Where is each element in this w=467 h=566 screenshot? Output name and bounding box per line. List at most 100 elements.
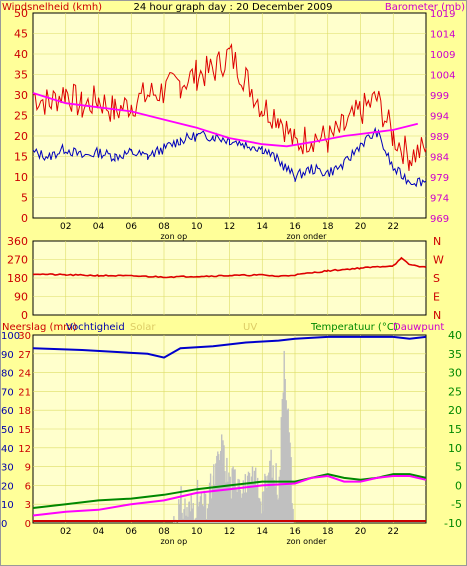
sunrise-label: zon op <box>160 537 187 546</box>
rain-rate-bar <box>186 507 188 523</box>
humidity-tick-label: 60 <box>1 406 14 417</box>
rain-rate-bar <box>249 481 252 523</box>
compass-tick-label: E <box>433 291 440 304</box>
baro-tick-label: 1004 <box>430 71 455 82</box>
rain-tick-label: 18 <box>18 406 31 417</box>
x-tick-label: 12 <box>224 222 235 232</box>
rain-rate-bar <box>198 501 201 523</box>
rain-rate-bar <box>290 457 292 523</box>
rain-rate-bar <box>288 432 290 523</box>
rain-tick-label: 24 <box>18 369 31 380</box>
baro-tick-label: 1009 <box>430 50 455 61</box>
x-tick-label: 14 <box>257 527 269 537</box>
rain-rate-bar <box>246 475 249 523</box>
rain-rate-bar <box>214 484 216 523</box>
sunset-label: zon onder <box>286 232 327 241</box>
rain-rate-bar <box>286 409 288 523</box>
humidity-tick-label: 50 <box>1 425 14 436</box>
rain-rate-bar <box>279 469 281 523</box>
humidity-tick-label: 0 <box>1 519 7 530</box>
rain-rate-bar <box>292 508 294 523</box>
rain-rate-bar <box>232 466 234 523</box>
rain-rate-bar <box>276 494 278 523</box>
rain-tick-label: 15 <box>18 425 31 436</box>
rain-rate-bar <box>230 498 232 523</box>
temperature-tick-label: 5 <box>455 461 462 474</box>
humidity-tick-label: 40 <box>1 444 14 455</box>
baro-tick-label: 969 <box>430 214 449 225</box>
rain-rate-bar <box>206 508 209 523</box>
direction-tick-label: 360 <box>7 235 28 248</box>
rain-rate-bar <box>204 493 207 523</box>
rain-rate-bar <box>210 498 213 523</box>
rain-rate-bar <box>190 495 192 523</box>
rain-rate-bar <box>181 512 183 523</box>
rain-rate-bar <box>221 463 223 523</box>
x-tick-label: 06 <box>126 527 138 537</box>
humidity-tick-label: 20 <box>1 481 14 492</box>
rain-tick-label: 27 <box>18 350 31 361</box>
x-tick-label: 18 <box>322 527 334 537</box>
x-tick-label: 04 <box>93 222 105 232</box>
rain-rate-bar <box>197 506 200 523</box>
baro-tick-label: 1019 <box>430 9 455 20</box>
x-tick-label: 02 <box>60 222 71 232</box>
rain-rate-bar <box>260 513 263 523</box>
rain-rate-bar <box>201 504 204 523</box>
rain-rate-bar <box>244 474 246 523</box>
rain-axis-label: Neerslag (mm) <box>2 322 77 333</box>
baro-tick-label: 1014 <box>430 30 455 41</box>
wind-tick-label: 20 <box>14 130 28 143</box>
dewpoint-axis-label: Dauwpunt <box>393 322 444 333</box>
rain-rate-bar <box>283 350 285 523</box>
wind-tick-label: 10 <box>14 171 28 184</box>
rain-rate-bar <box>278 476 280 523</box>
compass-tick-label: W <box>433 254 444 267</box>
rain-rate-bar <box>227 481 229 523</box>
rain-rate-bar <box>275 463 277 523</box>
wind-tick-label: 25 <box>14 110 28 123</box>
baro-axis-label: Barometer (mb) <box>385 2 465 13</box>
x-tick-label: 08 <box>158 527 170 537</box>
rain-rate-bar <box>187 516 189 523</box>
rain-rate-bar <box>173 516 175 523</box>
rain-rate-bar <box>185 515 187 523</box>
rain-rate-bar <box>183 509 185 523</box>
baro-tick-label: 989 <box>430 132 449 143</box>
rain-rate-bar <box>251 466 254 523</box>
rain-rate-bar <box>280 417 282 523</box>
wind-tick-label: 30 <box>14 89 28 102</box>
rain-rate-bar <box>262 511 264 523</box>
x-tick-label: 06 <box>126 222 138 232</box>
rain-rate-bar <box>260 501 262 523</box>
rain-rate-bar <box>247 471 250 523</box>
rain-rate-bar <box>202 506 204 523</box>
rain-rate-bar <box>189 511 191 523</box>
rain-rate-bar <box>252 482 255 523</box>
chart-title: 24 hour graph day : 20 December 2009 <box>134 2 333 13</box>
wind-tick-label: 5 <box>21 192 28 205</box>
rain-rate-bar <box>261 491 264 523</box>
x-tick-label: 18 <box>322 222 334 232</box>
compass-tick-label: N <box>433 235 441 248</box>
rain-rate-bar <box>255 467 257 523</box>
compass-tick-label: N <box>433 309 441 322</box>
rain-rate-bar <box>224 471 226 523</box>
rain-rate-bar <box>285 400 287 523</box>
temperature-tick-label: 10 <box>448 442 462 455</box>
rain-rate-bar <box>271 477 273 523</box>
wind-tick-label: 35 <box>14 69 28 82</box>
temperature-tick-label: -10 <box>444 517 462 530</box>
rain-rate-bar <box>184 498 186 523</box>
rain-rate-bar <box>256 485 258 523</box>
rain-tick-label: 12 <box>18 444 31 455</box>
rain-tick-label: 3 <box>25 500 31 511</box>
rain-rate-bar <box>213 464 215 523</box>
rain-rate-bar <box>207 503 210 523</box>
rain-rate-bar <box>241 493 243 523</box>
rain-tick-label: 9 <box>25 463 31 474</box>
rain-rate-bar <box>281 399 283 523</box>
rain-rate-bar <box>215 463 217 523</box>
